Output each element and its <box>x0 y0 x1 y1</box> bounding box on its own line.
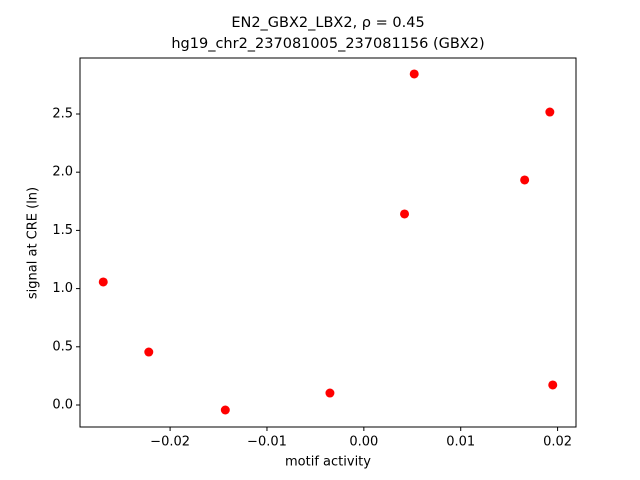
y-tick-label: 0.0 <box>52 397 73 412</box>
x-tick-label: 0.00 <box>349 435 378 450</box>
x-tick-label: −0.02 <box>150 435 190 450</box>
point <box>144 347 154 357</box>
x-tick-label: 0.01 <box>446 435 475 450</box>
plot-frame <box>79 57 577 428</box>
point <box>520 175 530 185</box>
point <box>545 107 555 117</box>
y-tick-label: 2.0 <box>52 165 73 180</box>
point <box>400 209 410 219</box>
point <box>220 405 230 415</box>
chart-title: EN2_GBX2_LBX2, ρ = 0.45 <box>231 15 424 31</box>
point <box>325 388 335 398</box>
point <box>409 69 419 79</box>
y-tick-label: 0.5 <box>52 339 73 354</box>
y-tick-label: 1.5 <box>52 223 73 238</box>
point <box>548 380 558 390</box>
chart-subtitle: hg19_chr2_237081005_237081156 (GBX2) <box>171 36 484 52</box>
y-tick-label: 2.5 <box>52 106 73 121</box>
x-tick-label: 0.02 <box>543 435 572 450</box>
point <box>98 277 108 287</box>
y-axis-label: signal at CRE (ln) <box>26 187 41 299</box>
x-axis-label: motif activity <box>285 455 371 470</box>
y-tick-label: 1.0 <box>52 281 73 296</box>
x-tick-label: −0.01 <box>247 435 287 450</box>
